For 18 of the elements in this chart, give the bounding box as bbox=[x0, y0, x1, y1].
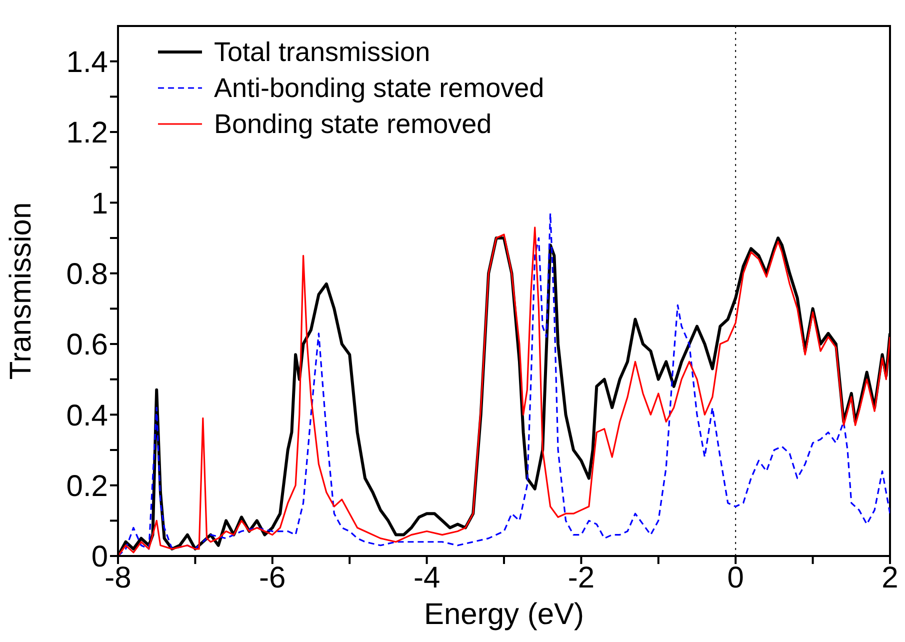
x-tick-label: 2 bbox=[882, 561, 898, 594]
y-tick-label: 1.4 bbox=[66, 46, 108, 79]
y-tick-label: 0.6 bbox=[66, 328, 108, 362]
legend-label: Bonding state removed bbox=[214, 108, 492, 141]
y-tick-label: 1.2 bbox=[66, 116, 108, 150]
legend-label: Anti-bonding state removed bbox=[214, 72, 544, 105]
x-axis-title: Energy (eV) bbox=[424, 598, 584, 631]
y-tick-label: 0.2 bbox=[66, 470, 108, 503]
x-tick-label: -2 bbox=[568, 561, 595, 594]
y-tick-label: 0.4 bbox=[66, 399, 108, 432]
x-tick-label: 0 bbox=[727, 561, 744, 594]
y-tick-label: 1 bbox=[91, 187, 108, 220]
y-axis-title: Transmission bbox=[4, 202, 38, 380]
y-tick-label: 0 bbox=[91, 540, 108, 574]
legend-label: Total transmission bbox=[214, 36, 430, 69]
y-tick-label: 0.8 bbox=[66, 258, 108, 291]
x-tick-label: -4 bbox=[413, 561, 440, 594]
x-tick-label: -6 bbox=[259, 561, 286, 594]
